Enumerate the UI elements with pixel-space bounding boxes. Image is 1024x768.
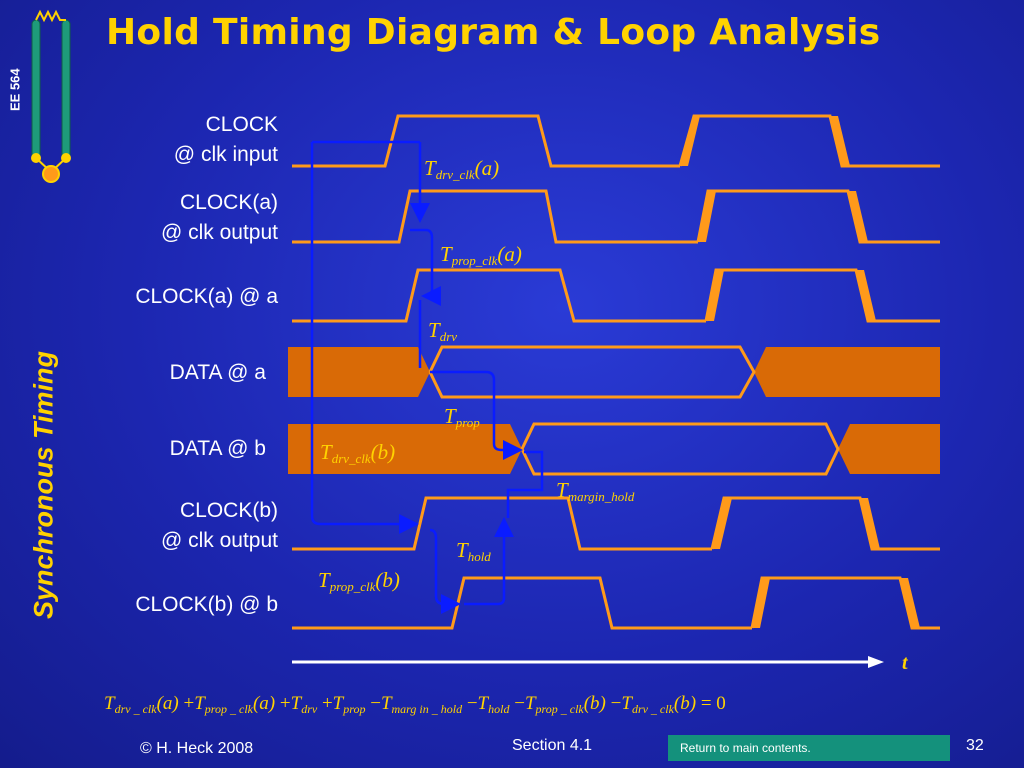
page-number: 32 <box>966 737 984 754</box>
arrow-hold <box>464 517 514 606</box>
signal-label-clock-a-at-a: CLOCK(a) @ a <box>135 285 278 308</box>
signal-label-data-b: DATA @ b <box>169 437 266 460</box>
equation-term-2: +Tprop _ clk(a) <box>183 693 276 716</box>
annotation-t-hold: Thold <box>456 538 491 564</box>
annotation-t-prop-clk-a: Tprop_clk(a) <box>440 242 522 268</box>
time-axis-arrowhead <box>868 656 884 668</box>
annotation-t-prop-clk-b: Tprop_clk(b) <box>318 568 400 594</box>
equation-rhs: = 0 <box>700 693 726 714</box>
loop-equation: Tdrv _ clk(a) +Tprop _ clk(a) +Tdrv +Tpr… <box>104 693 726 717</box>
equation-term-3: +Tdrv <box>279 693 318 716</box>
waveform-clock-b-at-b <box>292 576 752 630</box>
arrow-margin-hold <box>506 450 544 518</box>
annotation-t-prop: Tprop <box>444 404 480 430</box>
annotation-t-drv-clk-a: Tdrv_clk(a) <box>424 156 500 182</box>
equation-term-8: −Tdrv _ clk(b) <box>610 693 697 716</box>
signal-label-clock-b-at-b: CLOCK(b) @ b <box>135 593 278 616</box>
waveform-clock-a-output <box>292 189 698 244</box>
waveform-data-b <box>288 422 940 476</box>
arrow-prop-clk-b <box>429 528 461 614</box>
equation-term-1: Tdrv _ clk(a) <box>104 693 179 716</box>
signal-label-clock-input: CLOCK @ clk input <box>173 113 278 166</box>
footer-section: Section 4.1 <box>512 737 593 754</box>
equation-term-5: −Tmarg in _ hold <box>370 693 463 716</box>
time-axis-label: t <box>902 652 908 674</box>
annotation-t-drv-clk-b: Tdrv_clk(b) <box>320 440 396 466</box>
annotation-t-drv: Tdrv <box>428 318 458 344</box>
page-title: Hold Timing Diagram & Loop Analysis <box>106 12 881 53</box>
arrow-drv-clk-b <box>310 140 420 524</box>
arrow-prop <box>430 370 523 460</box>
equation-term-4: +Tprop <box>321 693 366 716</box>
waveform-clock-a-at-a <box>292 268 706 323</box>
equation-term-7: −Tprop _ clk(b) <box>514 693 606 716</box>
arrow-prop-clk-a <box>410 228 442 306</box>
waveform-clock-input <box>292 114 680 168</box>
signal-label-clock-a-output: CLOCK(a) @ clk output <box>160 191 278 244</box>
annotation-t-margin-hold: Tmargin_hold <box>556 478 635 504</box>
equation-term-6: −Thold <box>466 693 510 716</box>
course-logo-icon <box>31 9 71 183</box>
waveform-clock-b-output <box>292 496 712 551</box>
signal-label-clock-b-output: CLOCK(b) @ clk output <box>160 499 278 552</box>
waveform-data-a <box>288 345 940 399</box>
signal-label-data-a: DATA @ a <box>169 361 266 384</box>
footer-copyright: © H. Heck 2008 <box>140 740 254 757</box>
return-to-main-link[interactable]: Return to main contents. <box>668 735 950 761</box>
